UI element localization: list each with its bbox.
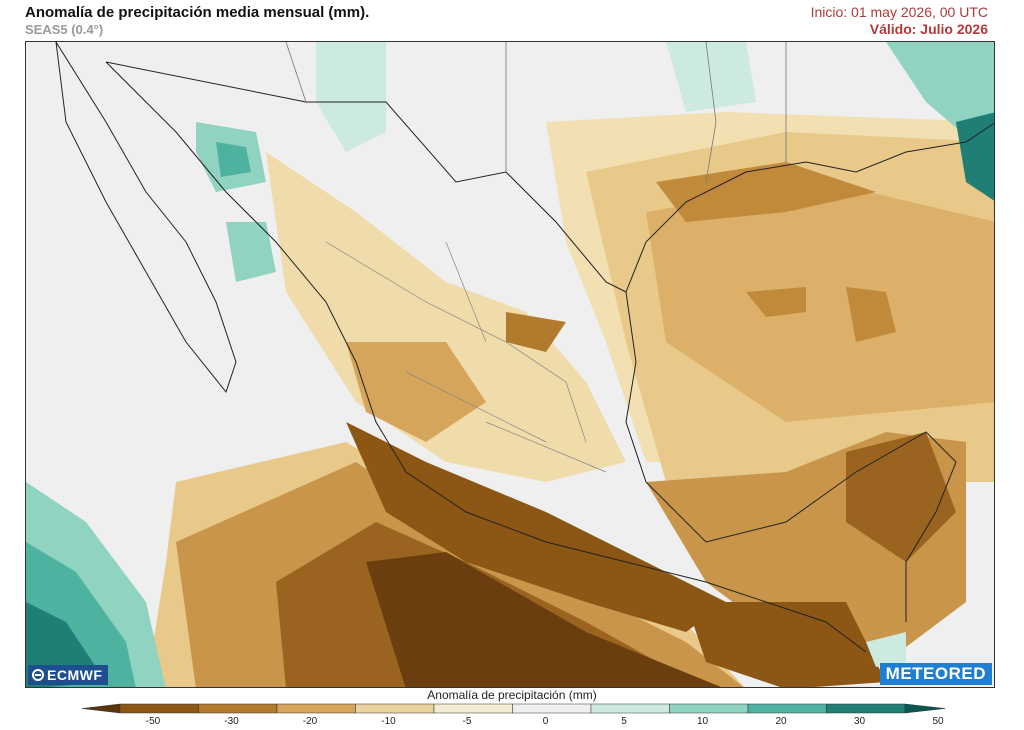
gulf-spot2-anomaly [846, 287, 896, 342]
colorbar-tick-label: 50 [932, 716, 944, 727]
colorbar [81, 703, 946, 714]
colorbar-segment [433, 703, 513, 714]
colorbar-segments [81, 703, 946, 714]
colorbar-segment [355, 703, 435, 714]
colorbar-tick-label: -50 [145, 716, 161, 727]
colorbar-segment [826, 703, 906, 714]
colorbar-tick-label: 10 [696, 716, 709, 727]
colorbar-tick-label: -10 [381, 716, 396, 727]
texas-coast-anomaly [656, 162, 876, 222]
ecmwf-logo-icon [32, 669, 44, 681]
colorbar-segment [904, 703, 946, 714]
precipitation-anomaly-map: ECMWF METEORED [25, 41, 995, 688]
colorbar-segment [198, 703, 278, 714]
colorbar-tick-label: -30 [224, 716, 239, 727]
colorbar-segment [81, 703, 121, 714]
colorbar-tick-label: -5 [462, 716, 472, 727]
colorbar-title: Anomalía de precipitación (mm) [427, 688, 597, 702]
sinaloa-positive-anomaly [226, 222, 276, 282]
map-header-title: Anomalía de precipitación media mensual … [25, 4, 370, 21]
colorbar-tick-label: 20 [775, 716, 787, 727]
colorbar-segment [276, 703, 356, 714]
ecmwf-logo: ECMWF [28, 665, 109, 685]
init-date: Inicio: 01 may 2026, 00 UTC [810, 4, 988, 20]
colorbar-segment [669, 703, 749, 714]
us-mexico-border [105, 61, 627, 293]
meteored-logo: METEORED [879, 663, 992, 685]
model-label: SEAS5 (0.4°) [25, 22, 104, 37]
central-mexico-spot [506, 312, 566, 352]
mexico-state-borders [325, 241, 607, 473]
baja-california-coast [55, 42, 237, 394]
central-mexico-mid [346, 342, 486, 442]
yucatan-strong-anomaly [846, 432, 956, 562]
pacific-coastline [105, 61, 867, 653]
central-america-positive [866, 632, 906, 667]
gulf-mid-anomaly [646, 182, 994, 422]
ecmwf-logo-text: ECMWF [47, 667, 103, 683]
colorbar-tick-label: 0 [542, 716, 549, 727]
pacific-coast-band [346, 422, 726, 632]
central-mexico-light [266, 152, 626, 482]
colorbar-segment [512, 703, 592, 714]
central-america-anomaly [686, 602, 886, 687]
north-positive-anomaly [666, 42, 756, 112]
valid-date: Válido: Julio 2026 [869, 21, 988, 37]
us-state-borders [285, 42, 787, 183]
sonora-positive-strong [216, 142, 251, 177]
us-gulf-coastline [625, 122, 994, 293]
colorbar-tick-label: -20 [302, 716, 318, 727]
colorbar-tick-label: 5 [621, 716, 627, 727]
colorbar-tick-label: 30 [853, 716, 866, 727]
arizona-positive-anomaly [316, 42, 386, 152]
gulf-coastline [625, 291, 957, 622]
colorbar-segment [119, 703, 199, 714]
gulf-spot-anomaly [746, 287, 806, 317]
map-canvas [26, 42, 994, 687]
colorbar-segment [590, 703, 670, 714]
florida-positive-anomaly [956, 112, 994, 201]
pacific-extreme-anomaly [366, 552, 722, 687]
colorbar-segment [747, 703, 827, 714]
